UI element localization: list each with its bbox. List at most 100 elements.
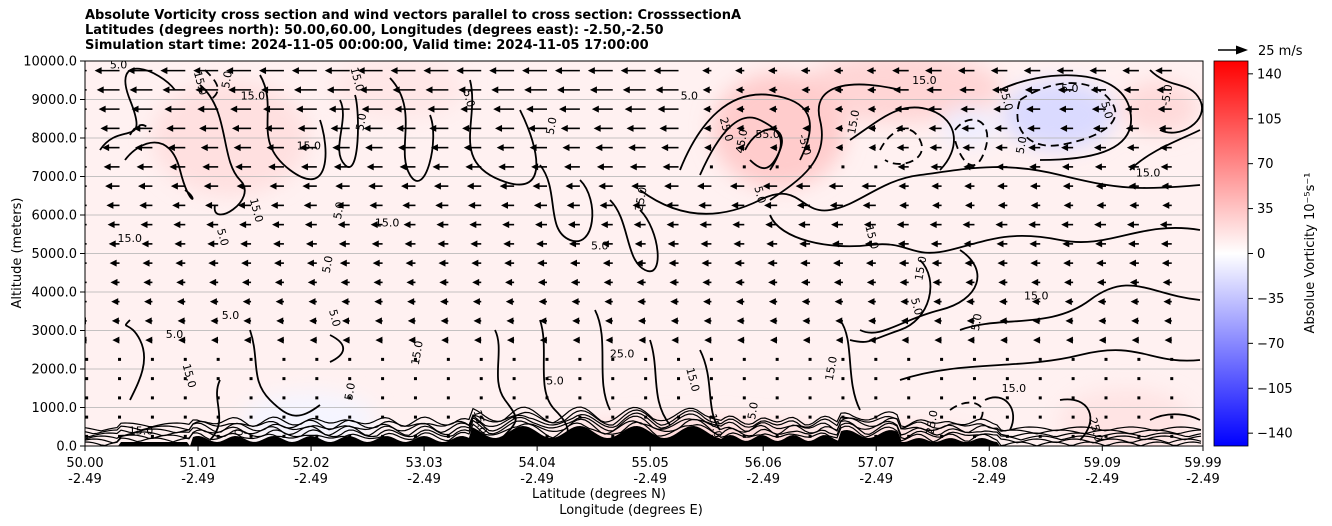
colorbar-tick-label: −140: [1257, 427, 1293, 442]
contour-label: 15.0: [1136, 167, 1161, 180]
wind-vector: [628, 144, 646, 152]
wind-vector: [142, 259, 153, 267]
contour-label: 5.0: [544, 116, 560, 135]
wind-vector: [433, 182, 449, 190]
wind-vector: [632, 201, 646, 209]
wind-vector: [1104, 396, 1108, 400]
wind-vector: [228, 86, 252, 94]
wind-vector: [306, 259, 317, 267]
wind-vector: [940, 357, 944, 361]
wind-vector: [620, 67, 646, 75]
wind-vector: [940, 377, 944, 381]
wind-vector: [531, 163, 547, 171]
contour-label: 15.0: [912, 255, 929, 281]
wind-vector: [166, 124, 186, 132]
wind-vector: [662, 163, 679, 171]
wind-vector: [562, 144, 580, 152]
wind-vector: [167, 144, 186, 152]
wind-vector: [1005, 377, 1009, 381]
wind-vector: [800, 67, 811, 75]
wind-vector: [127, 67, 153, 75]
wind-vector: [340, 278, 350, 286]
wind-vector: [545, 396, 549, 400]
colorbar-tick-label: −35: [1257, 292, 1284, 307]
contour-line: [99, 67, 176, 151]
wind-vector: [1005, 415, 1009, 419]
wind-vector: [560, 124, 580, 132]
wind-vector: [366, 163, 383, 171]
wind-vector: [1137, 396, 1141, 400]
wind-vector: [1104, 434, 1108, 438]
wind-vector: [578, 434, 582, 438]
wind-vector: [160, 67, 186, 75]
wind-vector: [274, 259, 284, 267]
y-tick-label: 4000.0: [32, 286, 78, 301]
terrain-contour-line: [85, 406, 1202, 432]
wind-vector: [661, 144, 679, 152]
wind-vector: [176, 298, 186, 306]
contour-label: 5.0: [342, 382, 358, 401]
wind-vector: [439, 278, 449, 286]
wind-vector: [1163, 298, 1172, 306]
wind-vector: [446, 377, 450, 381]
wind-vector: [898, 182, 909, 190]
wind-vector: [808, 165, 812, 169]
wind-vector: [1057, 86, 1074, 94]
wind-vector: [703, 105, 712, 113]
wind-vector: [512, 357, 516, 361]
wind-vector: [539, 317, 547, 325]
wind-vector: [1127, 163, 1139, 171]
wind-vector: [493, 105, 515, 113]
wind-vector: [1131, 336, 1139, 344]
wind-vector: [802, 144, 811, 152]
contour-label: 15.0: [180, 362, 199, 389]
wind-vector: [1104, 415, 1108, 419]
wind-vector: [1096, 201, 1106, 209]
wind-vector: [1064, 278, 1074, 286]
wind-vector: [85, 377, 89, 381]
wind-vector: [522, 67, 547, 75]
wind-vector: [557, 86, 580, 94]
colorbar-tick-label: −70: [1257, 337, 1284, 352]
wind-vector: [767, 67, 778, 75]
wind-vector: [1096, 259, 1106, 267]
wind-vector: [1000, 336, 1008, 344]
wind-vector: [491, 86, 515, 94]
wind-vector: [170, 182, 186, 190]
x-tick-label-lat: 59.09: [1084, 456, 1121, 471]
wind-vector: [862, 201, 876, 209]
wind-vector: [85, 357, 89, 361]
wind-vector: [315, 434, 319, 438]
wind-vector: [348, 415, 352, 419]
wind-vector: [282, 357, 286, 361]
wind-vector: [407, 298, 416, 306]
y-tick-label: 5000.0: [32, 247, 78, 262]
wind-vector: [735, 278, 745, 286]
wind-vector: [633, 221, 646, 229]
contour-label: 15.0: [706, 412, 725, 439]
wind-vector: [868, 124, 876, 132]
wind-vector: [995, 221, 1008, 229]
wind-vector: [144, 298, 153, 306]
contour-line: [744, 128, 783, 170]
wind-vector: [940, 396, 944, 400]
wind-vector: [841, 434, 845, 438]
wind-vector: [933, 317, 942, 325]
y-tick-label: 8000.0: [32, 132, 78, 147]
wind-vector: [907, 434, 911, 438]
wind-vector: [85, 434, 89, 438]
wind-vector: [1160, 240, 1172, 248]
wind-vector: [144, 317, 153, 325]
wind-vector: [732, 221, 745, 229]
wind-vector: [174, 240, 186, 248]
wind-vector: [118, 434, 122, 438]
wind-vector: [808, 377, 812, 381]
contour-label: 25.0: [610, 347, 635, 360]
contour-line: [329, 334, 345, 363]
y-axis: 0.0 1000.0 2000.0 3000.0 4000.0 5000.0 6000.0 7…: [23, 55, 85, 455]
wind-vector: [85, 336, 87, 344]
y-tick-label: 1000.0: [32, 401, 78, 416]
terrain-contour-cluster: [85, 406, 1203, 446]
wind-vector: [605, 317, 613, 325]
wind-vector: [567, 221, 580, 229]
